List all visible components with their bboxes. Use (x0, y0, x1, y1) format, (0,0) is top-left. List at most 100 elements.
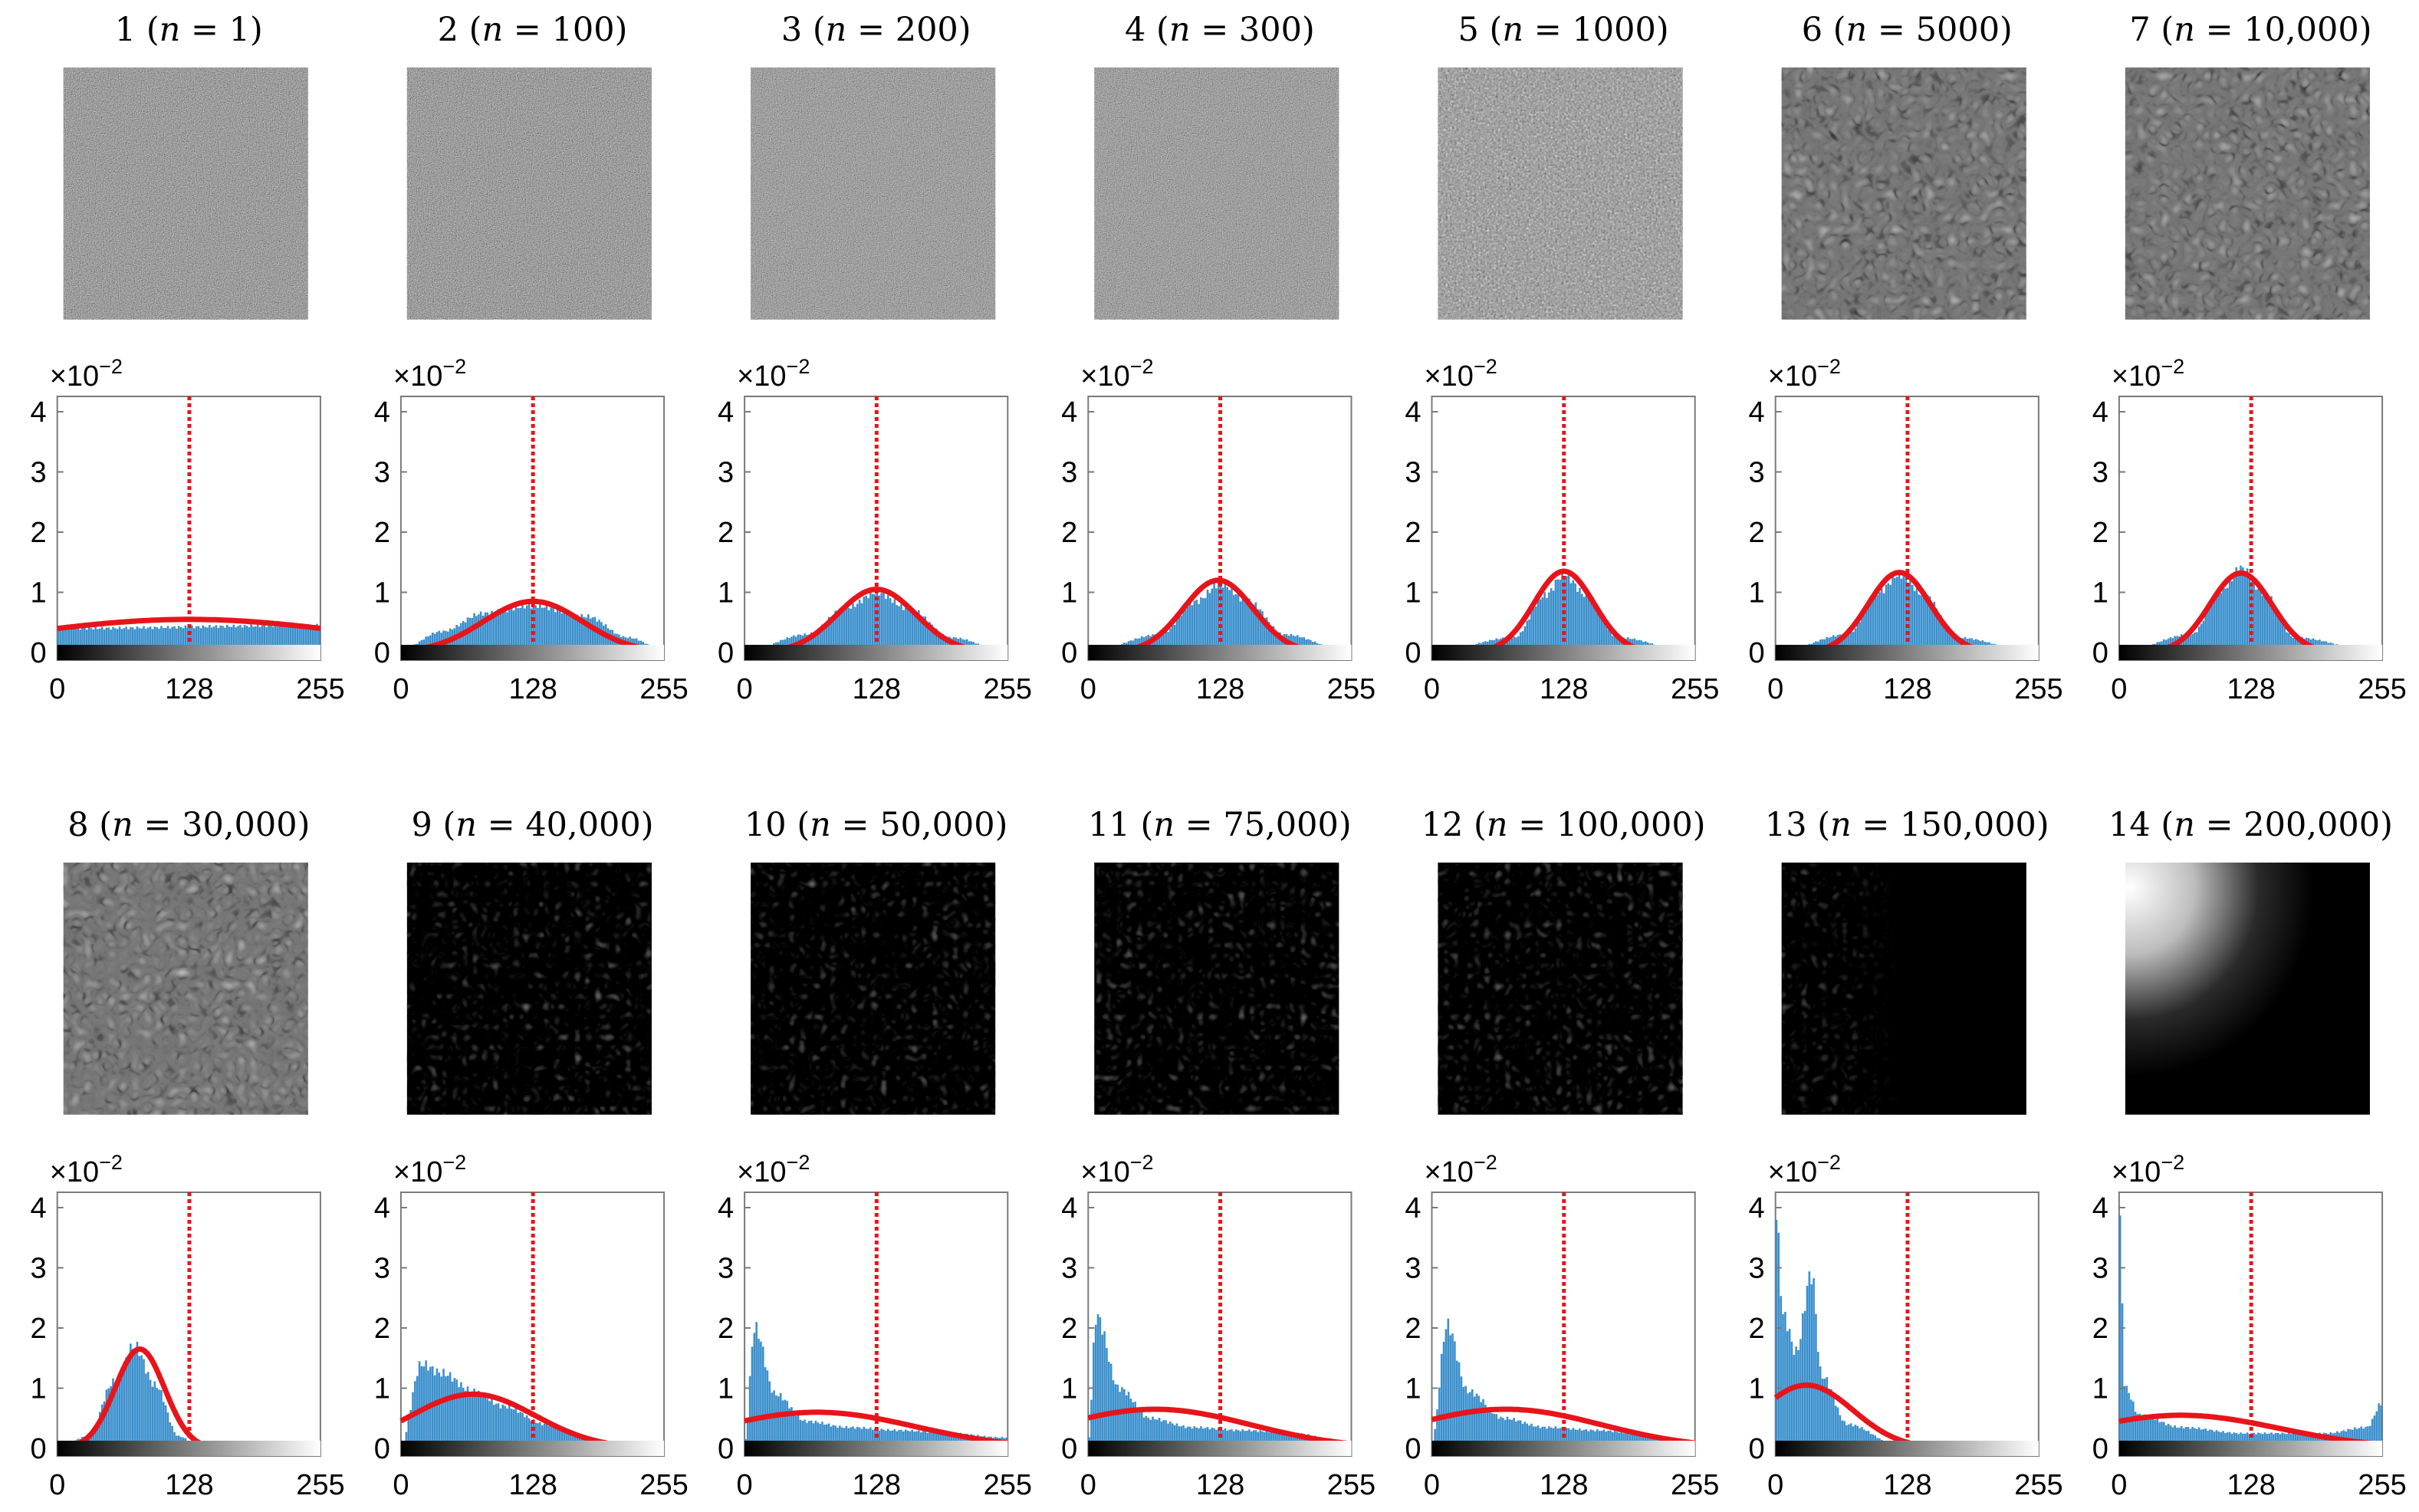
histogram-bar (479, 611, 482, 652)
histogram-bar (263, 624, 266, 652)
histogram-bar (812, 1423, 815, 1448)
histogram-bar (865, 595, 867, 652)
axis-multiplier: ×10−2 (2112, 355, 2184, 393)
histogram-bar (1267, 1432, 1270, 1448)
panel-n-value: = 40,000) (477, 806, 654, 844)
histogram-bar (576, 614, 579, 652)
panel-index: 3 ( (781, 11, 826, 49)
histogram-bar (1191, 1428, 1194, 1448)
histogram-bar (593, 616, 597, 652)
histogram-bar (1218, 581, 1220, 652)
histogram-bar (2182, 635, 2185, 652)
histogram-bar (1915, 587, 1918, 652)
histogram-bar (860, 603, 863, 652)
histogram-bar (1867, 600, 1870, 652)
histogram-bar (445, 1376, 447, 1448)
panel-image-gradient (2125, 863, 2370, 1115)
histogram-bar (131, 1349, 134, 1448)
histogram-bar (94, 1425, 97, 1448)
histogram-bar (164, 1405, 167, 1448)
grayscale-bar (1775, 645, 2039, 660)
histogram-bar (1546, 597, 1548, 652)
histogram-bar (1145, 1415, 1148, 1448)
histogram-bar (1204, 1428, 1207, 1448)
histogram-bar (2360, 1426, 2363, 1448)
histogram-bar (891, 1430, 894, 1448)
histogram-bar (1813, 1278, 1815, 1448)
histogram-bar (1587, 598, 1590, 652)
histogram-bar (1093, 1343, 1095, 1448)
panel-13: 13 (n = 150,000) ×10−2 0 1 2 3 4 0 128 255 (1749, 806, 2063, 1501)
histogram-bar (493, 1405, 495, 1448)
y-tick-label: 1 (2092, 1373, 2108, 1405)
histogram-bar (72, 629, 75, 652)
histogram-bar (127, 1358, 130, 1448)
histogram-bar (2230, 580, 2233, 652)
histogram-bar (556, 608, 559, 652)
histogram-bar (2195, 1428, 2198, 1448)
histogram-bar (1090, 1399, 1093, 1448)
histogram-bar (239, 625, 242, 652)
histogram-bar (1158, 633, 1161, 652)
histogram-bar (521, 603, 524, 652)
histogram-bar (90, 628, 93, 652)
histogram-bar (1569, 583, 1573, 652)
histogram-bar (761, 1346, 764, 1448)
histogram-bar (258, 627, 261, 652)
histogram-bar (1872, 597, 1875, 652)
histogram-bar (1848, 1424, 1850, 1448)
histogram-bar (839, 608, 841, 652)
histogram-bar (2276, 1432, 2279, 1448)
histogram-bar (2136, 1414, 2139, 1448)
histogram-bar (558, 1429, 561, 1448)
histogram-bar (276, 626, 279, 652)
histogram-bar (1237, 1430, 1240, 1448)
histogram-bar (488, 615, 491, 652)
x-tick-label: 255 (639, 673, 688, 705)
grayscale-bar (744, 1441, 1008, 1456)
histogram-bar (405, 1431, 408, 1448)
histogram-bar (1878, 592, 1881, 652)
histogram-bar (1129, 1399, 1132, 1448)
histogram-bar (1265, 1430, 1268, 1448)
histogram-bar (571, 616, 574, 652)
panel-n-symbol: n (2174, 806, 2195, 844)
panel-title: 6 (n = 5000) (1802, 11, 2013, 49)
histogram-bar (1226, 1430, 1229, 1448)
histogram-bar (202, 625, 205, 652)
histogram-bar (2222, 1431, 2224, 1448)
histogram-bar (164, 627, 167, 652)
histogram-bar (1552, 590, 1555, 652)
panel-n-symbol: n (481, 11, 503, 49)
histogram-bar (2228, 577, 2231, 652)
histogram-bar (1874, 590, 1876, 652)
histogram-bar (775, 1395, 777, 1448)
histogram-bar (118, 626, 121, 652)
histogram-bar (1863, 1429, 1865, 1448)
histogram-bar (1920, 595, 1923, 652)
histogram-bar (506, 1408, 508, 1448)
histogram-bar (1272, 1431, 1275, 1448)
histogram-bar (922, 1431, 925, 1448)
panel-title: 10 (n = 50,000) (744, 806, 1007, 844)
histogram-bar (125, 1357, 127, 1448)
y-tick-label: 1 (1749, 577, 1765, 610)
histogram-bar (902, 1431, 905, 1448)
histogram-bar (933, 629, 935, 652)
histogram-bar (2213, 1431, 2216, 1448)
histogram-bar (1142, 1417, 1145, 1448)
histogram-bar (1493, 1413, 1496, 1448)
histogram-bar (2233, 574, 2236, 652)
histogram-bar (268, 624, 270, 652)
histogram-bar (1589, 1429, 1592, 1448)
histogram-bar (1241, 597, 1244, 652)
histogram-bar (746, 1418, 749, 1448)
histogram-bar (1200, 1426, 1202, 1448)
histogram-bar (946, 636, 948, 652)
axis-multiplier-exponent: −2 (99, 355, 123, 378)
histogram-bar (1613, 636, 1616, 652)
histogram-bar (2253, 579, 2255, 652)
x-tick-label: 255 (984, 1469, 1032, 1501)
histogram-bar (100, 626, 104, 652)
y-tick-label: 1 (1405, 577, 1421, 610)
